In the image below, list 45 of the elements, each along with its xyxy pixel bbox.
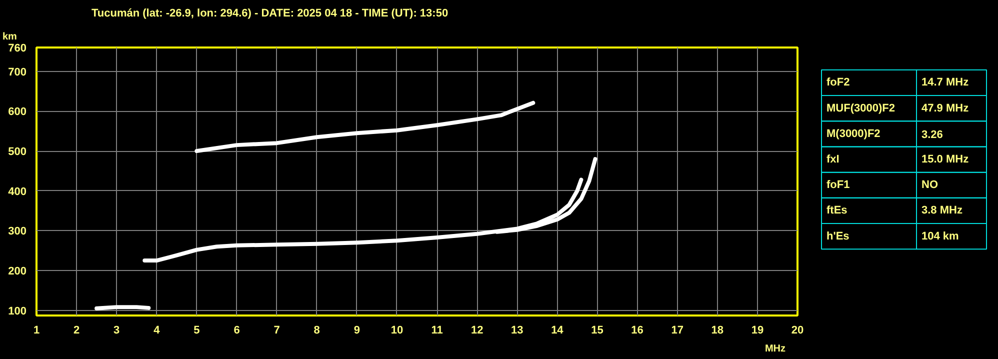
x-axis-title: MHz xyxy=(764,344,786,354)
x-tick-label: 13 xyxy=(511,324,524,336)
text: 3.26 xyxy=(922,128,943,141)
text: NO xyxy=(922,179,938,192)
x-tick-label: 7 xyxy=(274,324,280,336)
category-label: MUF(3000)F2 xyxy=(826,102,895,114)
x-tick-label: 2 xyxy=(73,324,80,336)
text: 47.9 MHz xyxy=(922,102,969,114)
text: 3.8 MHz xyxy=(922,204,962,217)
x-tick-label: 9 xyxy=(354,324,360,336)
y-tick-label: 100 xyxy=(8,305,27,318)
category-label: M(3000)F2 xyxy=(826,128,880,140)
category-label: ftEs xyxy=(826,204,848,217)
text: 14.7 MHz xyxy=(922,76,969,89)
category-label: fxI xyxy=(826,154,840,166)
text: 15.0 MHz xyxy=(922,154,969,166)
category-label: h'Es xyxy=(826,230,850,242)
x-tick-label: 16 xyxy=(631,324,644,336)
text: 104 km xyxy=(922,230,959,242)
x-tick-label: 1 xyxy=(33,324,40,336)
y-tick-label: 400 xyxy=(8,186,27,198)
y-tick-label: 300 xyxy=(8,226,27,238)
x-tick-label: 20 xyxy=(791,324,804,336)
x-tick-label: 11 xyxy=(431,324,443,336)
chart-title: Tucumán (lat: -26.9, lon: 294.6) - DATE: 2025 04 18 - TIME (UT): 13:50 xyxy=(92,8,448,20)
y-tick-label: 200 xyxy=(8,266,27,278)
x-tick-label: 8 xyxy=(314,324,320,336)
x-tick-label: 17 xyxy=(671,324,684,336)
x-tick-label: 15 xyxy=(591,324,604,336)
x-tick-label: 19 xyxy=(751,324,764,336)
x-tick-label: 5 xyxy=(194,324,200,336)
x-tick-label: 10 xyxy=(390,324,404,336)
y-axis-title: km xyxy=(2,32,18,42)
category-label: foF2 xyxy=(826,76,850,89)
y-tick-label: 500 xyxy=(8,146,27,158)
y-tick-label: 760 xyxy=(8,42,27,54)
y-tick-label: 600 xyxy=(8,106,27,118)
x-tick-label: 18 xyxy=(711,324,724,336)
y-tick-label: 700 xyxy=(8,66,27,78)
x-tick-label: 6 xyxy=(234,324,240,336)
x-tick-label: 3 xyxy=(114,324,120,336)
x-tick-label: 14 xyxy=(551,324,564,336)
category-label: foF1 xyxy=(826,179,850,192)
x-tick-label: 4 xyxy=(154,324,161,336)
x-tick-label: 12 xyxy=(470,324,484,336)
